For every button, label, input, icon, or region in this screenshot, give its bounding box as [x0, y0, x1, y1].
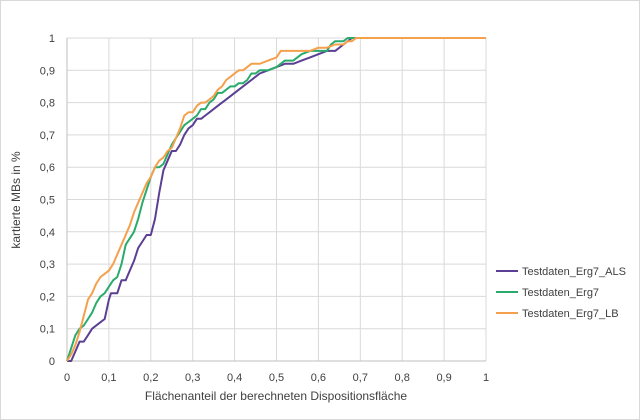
x-tick-label: 0,4: [227, 372, 242, 384]
y-axis-title: kartierte MBs in %: [9, 151, 23, 249]
series-line: [67, 37, 486, 362]
gridlines: [66, 37, 487, 362]
y-tick-label: 0,9: [40, 65, 55, 77]
legend-label: Testdaten_Erg7_ALS: [522, 266, 626, 278]
x-tick-label: 0,6: [311, 372, 326, 384]
x-tick-label: 0,5: [269, 372, 284, 384]
y-tick-label: 0,7: [40, 130, 55, 142]
y-tick-label: 0,2: [40, 291, 55, 303]
y-tick-label: 1: [49, 33, 55, 45]
y-tick-label: 0,6: [40, 162, 55, 174]
legend-label: Testdaten_Erg7: [522, 287, 599, 299]
axes: [66, 38, 486, 362]
legend-label: Testdaten_Erg7_LB: [522, 308, 619, 320]
x-tick-label: 0,9: [436, 372, 451, 384]
y-tick-label: 0,4: [40, 227, 55, 239]
series-lines: [66, 37, 486, 362]
y-tick-label: 0: [49, 356, 55, 368]
y-tick-label: 0,5: [40, 195, 55, 207]
x-tick-labels: 0 0,1 0,2 0,3 0,4 0,5 0,6 0,7 0,8 0,9 1: [64, 372, 489, 384]
series-line: [66, 37, 486, 362]
y-tick-labels: 0 0,1 0,2 0,3 0,4 0,5 0,6 0,7 0,8 0,9 1: [40, 33, 55, 368]
x-tick-label: 0: [64, 372, 70, 384]
x-tick-label: 1: [483, 372, 489, 384]
y-tick-label: 0,8: [40, 98, 55, 110]
x-tick-label: 0,8: [395, 372, 410, 384]
x-tick-label: 0,1: [101, 372, 116, 384]
series-line: [66, 37, 486, 362]
y-tick-label: 0,1: [40, 324, 55, 336]
x-tick-label: 0,2: [143, 372, 158, 384]
x-tick-label: 0,7: [353, 372, 368, 384]
x-tick-label: 0,3: [185, 372, 200, 384]
legend: Testdaten_Erg7_ALS Testdaten_Erg7 Testdate…: [496, 266, 626, 320]
x-axis-title: Flächenanteil der berechneten Dispositio…: [145, 389, 407, 403]
y-tick-label: 0,3: [40, 259, 55, 271]
